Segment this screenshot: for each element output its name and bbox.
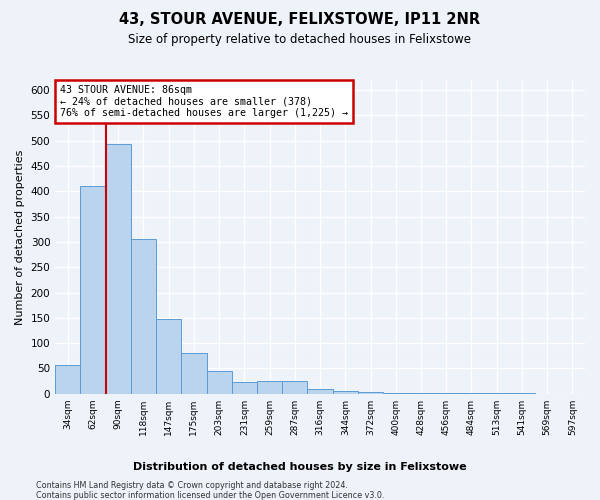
Text: 43, STOUR AVENUE, FELIXSTOWE, IP11 2NR: 43, STOUR AVENUE, FELIXSTOWE, IP11 2NR [119, 12, 481, 28]
Bar [282, 381, 307, 394]
Text: 43 STOUR AVENUE: 86sqm
← 24% of detached houses are smaller (378)
76% of semi-de: 43 STOUR AVENUE: 86sqm ← 24% of detached… [61, 84, 349, 118]
Bar [156, 319, 181, 394]
Y-axis label: Number of detached properties: Number of detached properties [15, 149, 25, 324]
Bar [307, 388, 332, 394]
Bar [106, 144, 131, 394]
Bar [383, 393, 409, 394]
Bar [181, 353, 206, 394]
Bar [409, 393, 434, 394]
Bar [80, 186, 106, 394]
Bar [131, 240, 156, 394]
Text: Size of property relative to detached houses in Felixstowe: Size of property relative to detached ho… [128, 32, 472, 46]
Bar [257, 381, 282, 394]
Bar [358, 392, 383, 394]
Text: Distribution of detached houses by size in Felixstowe: Distribution of detached houses by size … [133, 462, 467, 472]
Bar [55, 365, 80, 394]
Text: Contains public sector information licensed under the Open Government Licence v3: Contains public sector information licen… [36, 491, 385, 500]
Text: Contains HM Land Registry data © Crown copyright and database right 2024.: Contains HM Land Registry data © Crown c… [36, 481, 348, 490]
Bar [206, 371, 232, 394]
Bar [332, 391, 358, 394]
Bar [232, 382, 257, 394]
